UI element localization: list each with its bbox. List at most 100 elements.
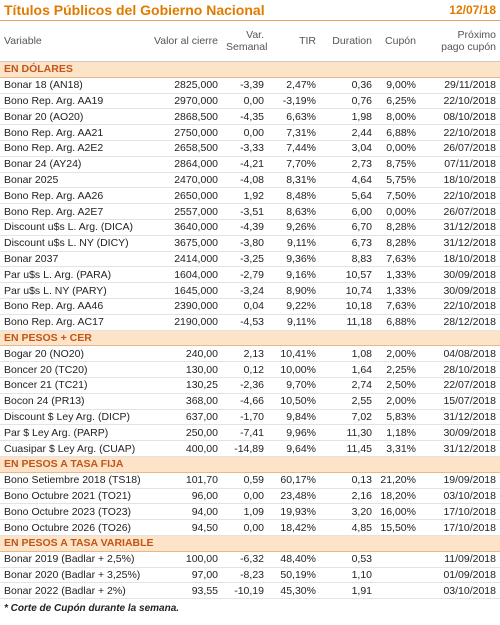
cell: Bono Rep. Arg. AC17 [0,314,140,331]
column-header-line: Var. [246,29,264,41]
cell: 11/09/2018 [420,551,500,568]
cell: 4,85 [320,519,376,536]
data-row: Cuasipar $ Ley Arg. (CUAP) 400,00 -14,89 9,… [0,440,500,457]
cell: 0,00 [222,488,268,505]
cell: 94,00 [140,503,222,521]
data-row: Bono Rep. Arg. AA21 2750,000 0,00 7,31% 2,44… [0,124,500,141]
cell: 9,84% [268,409,320,426]
cell: 9,96% [268,424,320,442]
cell: 2,50% [376,377,420,394]
cell: Bono Rep. Arg. A2E2 [0,140,140,157]
cell: 11,30 [320,424,376,442]
column-header-line: Cupón [385,35,416,47]
cell: 17/10/2018 [420,503,500,521]
cell: 1645,000 [140,282,222,299]
cell: -3,24 [222,282,268,299]
data-row: Bono Rep. Arg. AA19 2970,000 0,00 -3,19% 0,7… [0,93,500,110]
cell: 50,19% [268,567,320,584]
cell: Par u$s L. Arg. (PARA) [0,266,140,284]
cell: 15,50% [376,519,420,536]
cell: 15/07/2018 [420,393,500,410]
cell: 6,88% [376,314,420,331]
cell: 6,00 [320,203,376,220]
data-row: Par $ Ley Arg. (PARP) 250,00 -7,41 9,96% 11,… [0,424,500,442]
cell: 637,00 [140,409,222,426]
cell: -6,32 [222,551,268,568]
cell: 30/09/2018 [420,282,500,299]
cell: 01/09/2018 [420,567,500,584]
column-header: TIR [268,21,320,62]
cell: 100,00 [140,551,222,568]
cell: 2750,000 [140,124,222,141]
column-header-line: Duration [332,35,372,47]
cell: Bonar 18 (AN18) [0,77,140,94]
data-row: Bogar 20 (NO20) 240,00 2,13 10,41% 1,08 2,00%… [0,345,500,363]
cell: -3,19% [268,93,320,110]
cell: 31/12/2018 [420,409,500,426]
cell: 10,18 [320,298,376,315]
cell: 2,44 [320,124,376,141]
data-row: Bonar 2020 (Badlar + 3,25%) 97,00 -8,23 50,… [0,567,500,584]
cell: -3,51 [222,203,268,220]
data-row: Discount $ Ley Arg. (DICP) 637,00 -1,70 9,8… [0,409,500,426]
column-header: Duration [320,21,376,62]
cell: 18/10/2018 [420,251,500,268]
cell: 11,18 [320,314,376,331]
data-row: Bonar 2037 2414,000 -3,25 9,36% 8,83 7,63% 18/… [0,251,500,268]
title-bar: Títulos Públicos del Gobierno Nacional 1… [0,0,500,21]
cell: Bono Octubre 2021 (TO21) [0,488,140,505]
cell: -2,79 [222,266,268,284]
cell: 10,57 [320,266,376,284]
column-header-line: Próximo [457,29,496,41]
cell: Bocon 24 (PR13) [0,393,140,410]
cell: 93,55 [140,582,222,600]
cell: 18,20% [376,488,420,505]
cell: 9,11% [268,314,320,331]
cell: -8,23 [222,567,268,584]
cell: 31/12/2018 [420,235,500,252]
data-row: Par u$s L. Arg. (PARA) 1604,000 -2,79 9,16%… [0,266,500,284]
cell: -7,41 [222,424,268,442]
cell: 28/12/2018 [420,314,500,331]
data-row: Discount u$s L. NY (DICY) 3675,000 -3,80 9,… [0,235,500,252]
cell: 48,40% [268,551,320,568]
table-body: EN DÓLARES Bonar 18 (AN18) 2825,000 -3,39 2,… [0,61,500,600]
column-header-line: Valor al cierre [154,35,218,47]
cell: 3,04 [320,140,376,157]
cell: 10,00% [268,361,320,378]
cell: 31/12/2018 [420,440,500,457]
cell: 22/10/2018 [420,298,500,315]
cell: 18/10/2018 [420,172,500,189]
column-header: Valor al cierre [140,21,222,62]
cell: 130,00 [140,361,222,378]
cell: -3,80 [222,235,268,252]
cell: 10,41% [268,345,320,363]
cell: 8,83 [320,251,376,268]
data-row: Bonar 18 (AN18) 2825,000 -3,39 2,47% 0,36 9,0… [0,77,500,94]
data-row: Bono Octubre 2023 (TO23) 94,00 1,09 19,93% 3… [0,503,500,521]
data-row: Discount u$s L. Arg. (DICA) 3640,000 -4,39… [0,219,500,236]
cell: -4,35 [222,108,268,126]
cell: 2,00% [376,345,420,363]
cell: -3,25 [222,251,268,268]
cell: 9,22% [268,298,320,315]
cell: 2390,000 [140,298,222,315]
cell: 400,00 [140,440,222,457]
section-title: EN DÓLARES [0,61,500,78]
cell: 6,63% [268,108,320,126]
cell: 96,00 [140,488,222,505]
cell: 2825,000 [140,77,222,94]
cell: 28/10/2018 [420,361,500,378]
data-row: Bocon 24 (PR13) 368,00 -4,66 10,50% 2,55 2,00… [0,393,500,410]
section-row: EN PESOS A TASA VARIABLE [0,535,500,552]
cell: Bono Octubre 2026 (TO26) [0,519,140,536]
cell: 368,00 [140,393,222,410]
cell: -3,33 [222,140,268,157]
cell: 8,75% [376,156,420,173]
cell: 19/09/2018 [420,472,500,489]
cell: 8,28% [376,219,420,236]
cell: 5,75% [376,172,420,189]
cell: 1,33% [376,266,420,284]
cell: 0,00% [376,140,420,157]
section-title: EN PESOS + CER [0,330,500,347]
